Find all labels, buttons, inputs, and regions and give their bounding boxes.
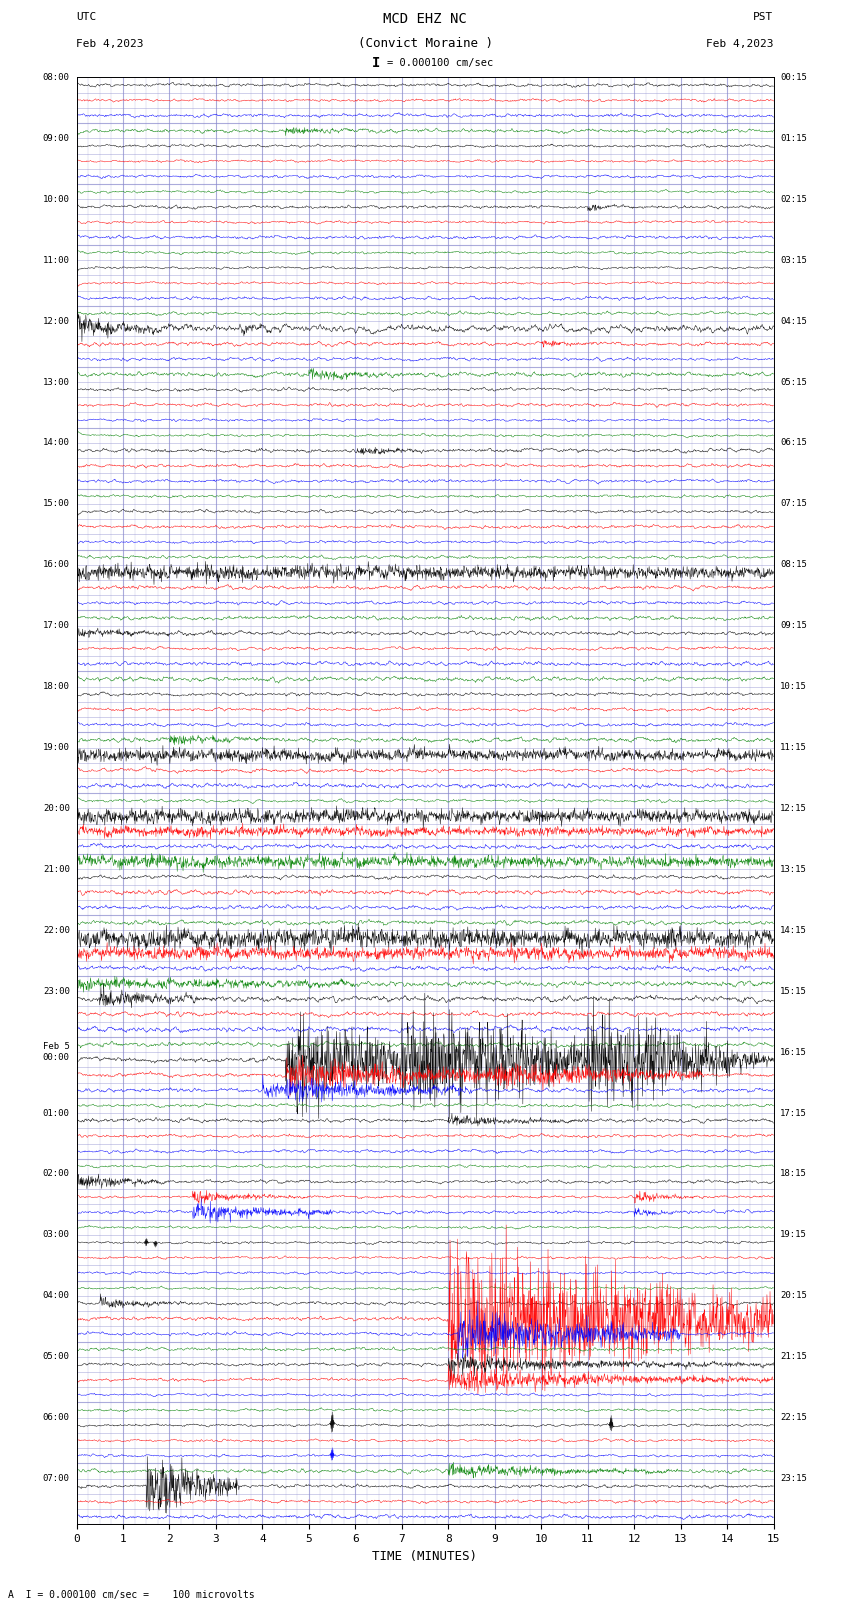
- Text: 18:15: 18:15: [780, 1169, 808, 1179]
- Text: 11:00: 11:00: [42, 256, 70, 265]
- Text: 16:00: 16:00: [42, 560, 70, 569]
- Text: 22:15: 22:15: [780, 1413, 808, 1423]
- Text: 15:00: 15:00: [42, 500, 70, 508]
- Text: 15:15: 15:15: [780, 987, 808, 995]
- Text: 19:15: 19:15: [780, 1231, 808, 1239]
- Text: 17:00: 17:00: [42, 621, 70, 631]
- Text: 13:15: 13:15: [780, 865, 808, 874]
- Text: 20:00: 20:00: [42, 803, 70, 813]
- Text: (Convict Moraine ): (Convict Moraine ): [358, 37, 492, 50]
- Text: 11:15: 11:15: [780, 744, 808, 752]
- Text: 03:15: 03:15: [780, 256, 808, 265]
- Text: 07:00: 07:00: [42, 1474, 70, 1482]
- Text: 16:15: 16:15: [780, 1048, 808, 1057]
- Text: Feb 4,2023: Feb 4,2023: [76, 39, 144, 48]
- Text: 07:15: 07:15: [780, 500, 808, 508]
- Text: MCD EHZ NC: MCD EHZ NC: [383, 11, 467, 26]
- Text: 23:00: 23:00: [42, 987, 70, 995]
- Text: 12:00: 12:00: [42, 316, 70, 326]
- Text: 09:00: 09:00: [42, 134, 70, 144]
- Text: 04:15: 04:15: [780, 316, 808, 326]
- Text: Feb 5
00:00: Feb 5 00:00: [42, 1042, 70, 1061]
- X-axis label: TIME (MINUTES): TIME (MINUTES): [372, 1550, 478, 1563]
- Text: A  I = 0.000100 cm/sec =    100 microvolts: A I = 0.000100 cm/sec = 100 microvolts: [8, 1590, 255, 1600]
- Text: 19:00: 19:00: [42, 744, 70, 752]
- Text: 06:00: 06:00: [42, 1413, 70, 1423]
- Text: 14:15: 14:15: [780, 926, 808, 936]
- Text: 08:15: 08:15: [780, 560, 808, 569]
- Text: Feb 4,2023: Feb 4,2023: [706, 39, 774, 48]
- Text: 10:00: 10:00: [42, 195, 70, 203]
- Text: 14:00: 14:00: [42, 439, 70, 447]
- Text: 21:00: 21:00: [42, 865, 70, 874]
- Text: 03:00: 03:00: [42, 1231, 70, 1239]
- Text: 12:15: 12:15: [780, 803, 808, 813]
- Text: 22:00: 22:00: [42, 926, 70, 936]
- Text: 06:15: 06:15: [780, 439, 808, 447]
- Text: 01:15: 01:15: [780, 134, 808, 144]
- Text: UTC: UTC: [76, 11, 97, 21]
- Text: 01:00: 01:00: [42, 1108, 70, 1118]
- Text: 13:00: 13:00: [42, 377, 70, 387]
- Text: 23:15: 23:15: [780, 1474, 808, 1482]
- Text: = 0.000100 cm/sec: = 0.000100 cm/sec: [387, 58, 493, 68]
- Text: 17:15: 17:15: [780, 1108, 808, 1118]
- Text: 08:00: 08:00: [42, 73, 70, 82]
- Text: 10:15: 10:15: [780, 682, 808, 690]
- Text: 04:00: 04:00: [42, 1292, 70, 1300]
- Text: 02:15: 02:15: [780, 195, 808, 203]
- Text: 09:15: 09:15: [780, 621, 808, 631]
- Text: 05:00: 05:00: [42, 1352, 70, 1361]
- Text: 21:15: 21:15: [780, 1352, 808, 1361]
- Text: 05:15: 05:15: [780, 377, 808, 387]
- Text: 00:15: 00:15: [780, 73, 808, 82]
- Text: PST: PST: [753, 11, 774, 21]
- Text: I: I: [372, 56, 381, 71]
- Text: 02:00: 02:00: [42, 1169, 70, 1179]
- Text: 18:00: 18:00: [42, 682, 70, 690]
- Text: 20:15: 20:15: [780, 1292, 808, 1300]
